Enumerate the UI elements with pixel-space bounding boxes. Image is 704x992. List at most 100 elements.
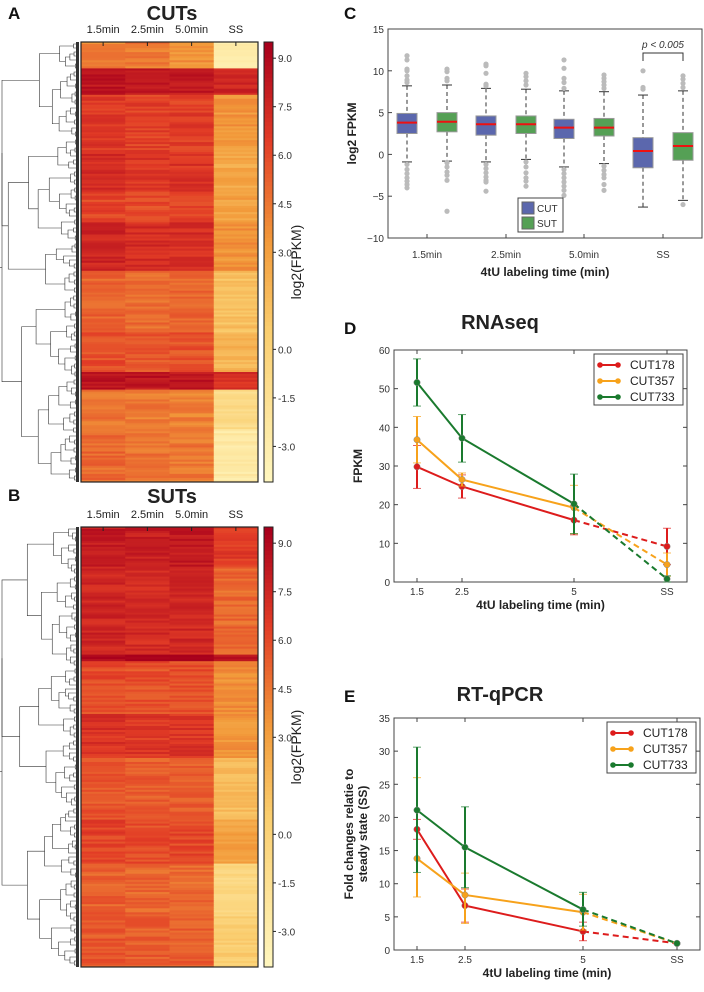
heatmap-cell [81, 443, 126, 446]
outlier-point [523, 170, 529, 176]
heatmap-cell [125, 74, 170, 78]
colorbar-segment [264, 122, 273, 127]
colorbar-segment [264, 567, 273, 572]
heatmap-cell [213, 843, 259, 847]
heatmap-cell [81, 787, 126, 791]
heatmap-cell [125, 873, 170, 877]
heatmap-cell [213, 362, 259, 365]
heatmap-cell [125, 441, 170, 444]
dendrogram-branch [66, 903, 71, 917]
heatmap-cell [125, 132, 170, 135]
heatmap-cell [81, 314, 126, 318]
heatmap-cell [169, 608, 215, 612]
colorbar-segment [264, 935, 273, 940]
heatmap-cell [81, 330, 126, 333]
heatmap-cell [125, 312, 170, 316]
heatmap-cell [213, 431, 259, 434]
heatmap-cell [213, 851, 259, 855]
heatmap-cell [169, 759, 215, 763]
colorbar-segment [264, 406, 273, 411]
heatmap-cell [81, 869, 126, 873]
heatmap-cell [213, 195, 259, 199]
heatmap-cell [169, 644, 215, 648]
colorbar-segment [264, 358, 273, 363]
colorbar-segment [264, 410, 273, 415]
heatmap-cell [213, 152, 259, 155]
colorbar-tick-label: -3.0 [278, 927, 296, 938]
heatmap-cell [213, 332, 259, 335]
heatmap-cell [81, 407, 126, 410]
heatmap-cell [169, 785, 215, 789]
heatmap-cell [169, 546, 215, 550]
heatmap-cell [81, 843, 126, 847]
heatmap-cell [125, 592, 170, 596]
heatmap-cell [81, 96, 126, 100]
heatmap-cell [125, 455, 170, 459]
heatmap-cell [81, 272, 126, 276]
heatmap-cell [81, 833, 126, 837]
heatmap-cell [81, 197, 126, 201]
heatmap-cell [125, 546, 170, 550]
heatmap-cell [125, 242, 170, 246]
heatmap-cell [81, 532, 126, 536]
heatmap-cell [169, 230, 215, 233]
heatmap-cell [169, 714, 215, 717]
dendrogram-branch [19, 706, 47, 767]
heatmap-cell [125, 748, 170, 751]
heatmap-cell [169, 457, 215, 461]
heatmap-cell [81, 695, 126, 699]
heatmap-cell [125, 208, 170, 211]
legend-marker [628, 746, 634, 752]
colorbar-segment [264, 631, 273, 636]
heatmap-cell [125, 199, 170, 203]
heatmap-cell [213, 586, 259, 590]
heatmap-cell [169, 544, 215, 548]
heatmap-cell [81, 592, 126, 596]
outlier-point [561, 75, 567, 81]
colorbar-segment [264, 230, 273, 235]
heatmap-cell [213, 849, 259, 853]
heatmap-cell [213, 711, 259, 715]
heatmap-cell [81, 783, 126, 787]
heatmap-cell [213, 324, 259, 327]
outlier-point [404, 77, 410, 83]
heatmap-cell [169, 203, 215, 207]
colorbar-segment [264, 98, 273, 103]
heatmap-cell [125, 318, 170, 321]
heatmap-cell [169, 673, 215, 676]
colorbar-segment [264, 835, 273, 840]
legend-marker [610, 762, 616, 768]
heatmap-cell [213, 403, 259, 406]
heatmap-cell [213, 126, 259, 129]
dendrogram-branch [1, 658, 28, 886]
colorbar-segment [264, 374, 273, 379]
heatmap-cell [213, 58, 259, 61]
heatmap-cell [81, 157, 126, 161]
heatmap-cell [213, 294, 259, 298]
heatmap-cell [169, 630, 215, 634]
heatmap-cell [81, 463, 126, 467]
colorbar-segment [264, 827, 273, 832]
heatmap-cell [213, 554, 259, 558]
heatmap-cell [213, 736, 259, 739]
colorbar-segment [264, 354, 273, 359]
heatmap-cell [169, 847, 215, 851]
heatmap-cell [125, 771, 170, 775]
heatmap-cell [213, 685, 259, 689]
heatmap-cell [81, 769, 126, 773]
dendrogram-branch [61, 859, 71, 873]
heatmap-cell [169, 314, 215, 318]
heatmap-cell [81, 118, 126, 121]
heatmap-cell [169, 407, 215, 410]
heatmap-cell [169, 201, 215, 205]
heatmap-cell [169, 403, 215, 406]
outlier-point [483, 170, 489, 176]
heatmap-cell [213, 447, 259, 451]
dendrogram-branch [68, 810, 78, 818]
heatmap-cell [213, 857, 259, 861]
heatmap-cell [169, 944, 215, 948]
heatmap-cell [81, 618, 126, 622]
dendrogram-branch [63, 255, 78, 264]
